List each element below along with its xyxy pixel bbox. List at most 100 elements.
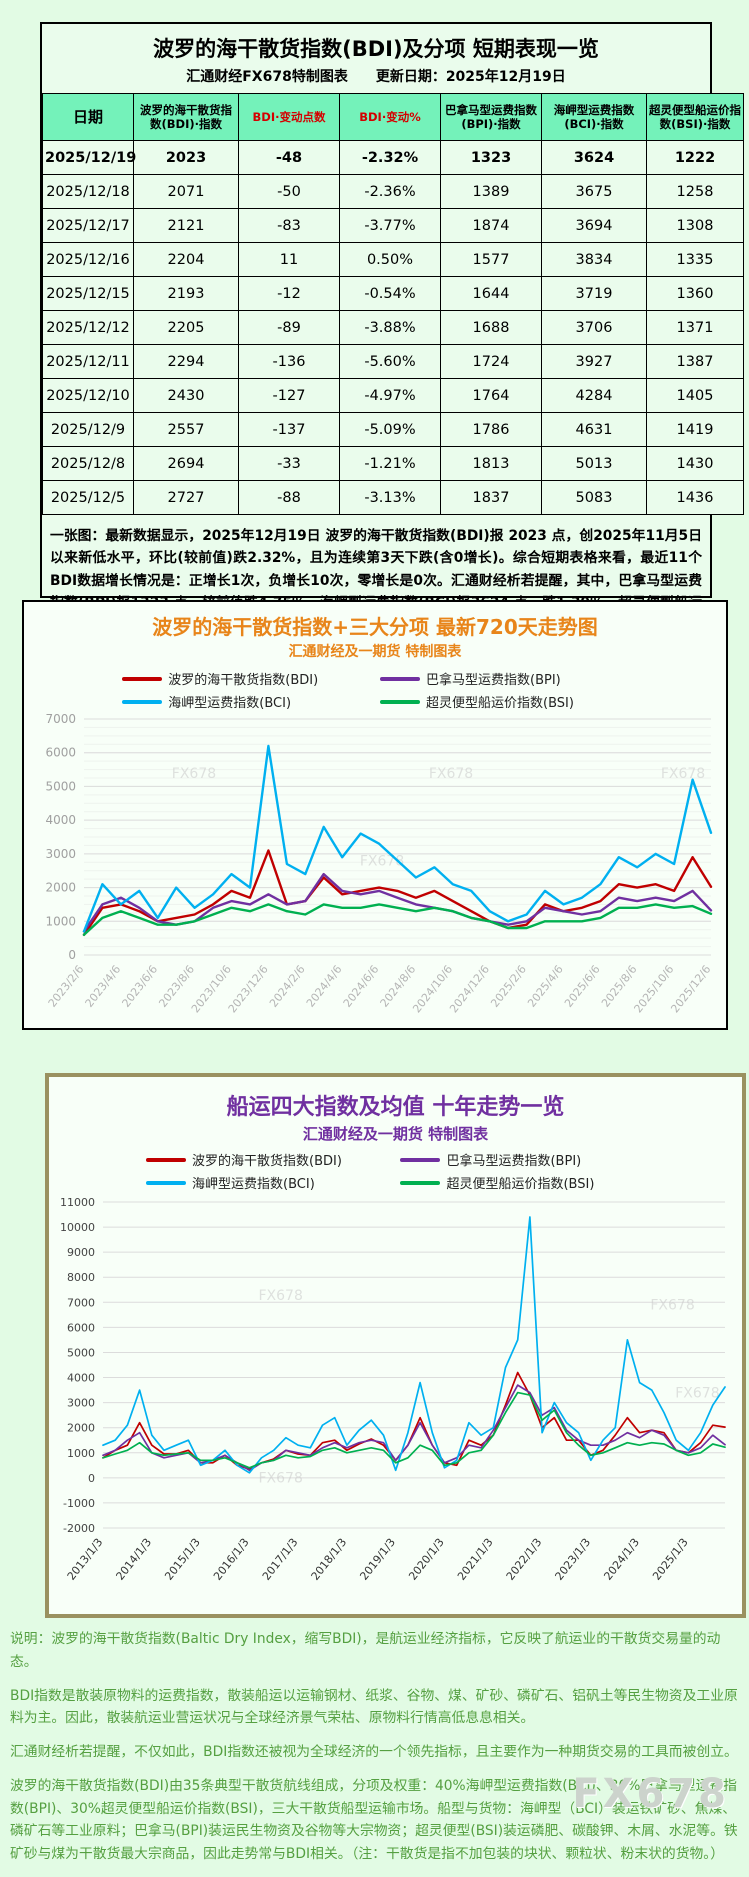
svg-text:2025/4/6: 2025/4/6 bbox=[525, 963, 566, 1010]
svg-text:FX678: FX678 bbox=[171, 766, 215, 782]
svg-text:1000: 1000 bbox=[45, 914, 76, 928]
table-cell: 1335 bbox=[646, 242, 744, 277]
table-cell: -33 bbox=[238, 446, 340, 481]
legend-line-swatch bbox=[146, 1180, 187, 1185]
svg-text:2015/1/3: 2015/1/3 bbox=[162, 1536, 203, 1583]
svg-text:2023/2/6: 2023/2/6 bbox=[45, 963, 86, 1010]
table-cell: 2121 bbox=[133, 208, 239, 243]
table-cell: 1258 bbox=[646, 174, 744, 209]
table-cell: 2294 bbox=[133, 344, 239, 379]
svg-text:2021/1/3: 2021/1/3 bbox=[454, 1536, 495, 1583]
chart2-subtitle: 汇通财经及一期货 特制图表 bbox=[302, 1125, 489, 1143]
legend-line-swatch bbox=[400, 1157, 441, 1162]
table-cell: 2023 bbox=[133, 140, 239, 175]
svg-text:10000: 10000 bbox=[60, 1221, 95, 1234]
legend-label: 海岬型运费指数(BCI) bbox=[192, 1177, 315, 1192]
note-paragraph: 汇通财经析若提醒，不仅如此，BDI指数还被视为全球经济的一个领先指标，且主要作为… bbox=[10, 1744, 738, 1760]
table-cell: -4.97% bbox=[339, 378, 441, 413]
table-cell: 1387 bbox=[646, 344, 744, 379]
table-panel-title: 波罗的海干散货指数(BDI)及分项 短期表现一览 bbox=[153, 37, 599, 61]
table-cell: 0.50% bbox=[339, 242, 441, 277]
table-body: 2025/12/19 2023 -48 -2.32% 1323 3624 1222 2025/… bbox=[42, 140, 744, 515]
svg-text:2017/1/3: 2017/1/3 bbox=[259, 1536, 300, 1583]
legend-line-swatch bbox=[146, 1157, 187, 1162]
table-cell: 2193 bbox=[133, 276, 239, 311]
svg-text:2020/1/3: 2020/1/3 bbox=[406, 1536, 447, 1583]
table-cell: -3.13% bbox=[339, 480, 441, 515]
table-cell: 1837 bbox=[440, 480, 542, 515]
table-cell: 2205 bbox=[133, 310, 239, 345]
table-cell: -83 bbox=[238, 208, 340, 243]
svg-text:4000: 4000 bbox=[67, 1372, 95, 1385]
table-cell: 1764 bbox=[440, 378, 542, 413]
table-cell: 2025/12/8 bbox=[42, 446, 134, 481]
table-cell: 2727 bbox=[133, 480, 239, 515]
svg-text:FX678: FX678 bbox=[258, 1288, 302, 1304]
svg-text:2000: 2000 bbox=[45, 881, 76, 895]
table-cell: -89 bbox=[238, 310, 340, 345]
svg-text:FX678: FX678 bbox=[258, 1470, 302, 1486]
table-cell: 11 bbox=[238, 242, 340, 277]
svg-text:2025/2/6: 2025/2/6 bbox=[488, 963, 529, 1010]
table-cell: 2204 bbox=[133, 242, 239, 277]
legend-label: 波罗的海干散货指数(BDI) bbox=[192, 1154, 342, 1169]
legend-item: 波罗的海干散货指数(BDI) bbox=[146, 1150, 390, 1169]
column-header: 波罗的海干散货指数(BDI)·指数 bbox=[133, 93, 239, 141]
svg-text:2024/2/6: 2024/2/6 bbox=[266, 963, 307, 1010]
column-header: 巴拿马型运费指数(BPI)·指数 bbox=[440, 93, 542, 141]
table-cell: -3.77% bbox=[339, 208, 441, 243]
table-cell: 1308 bbox=[646, 208, 744, 243]
legend-item: 巴拿马型运费指数(BPI) bbox=[400, 1150, 644, 1169]
svg-text:2014/1/3: 2014/1/3 bbox=[113, 1536, 154, 1583]
table-cell: -127 bbox=[238, 378, 340, 413]
bdi-720day-line-chart: 010002000300040005000600070002023/2/6202… bbox=[45, 713, 713, 1015]
table-cell: 5013 bbox=[541, 446, 647, 481]
table-cell: -136 bbox=[238, 344, 340, 379]
column-header: BDI·变动% bbox=[339, 93, 441, 141]
svg-text:2024/6/6: 2024/6/6 bbox=[340, 963, 381, 1010]
legend-item: 超灵便型船运价指数(BSI) bbox=[380, 692, 628, 711]
svg-text:2023/6/6: 2023/6/6 bbox=[119, 963, 160, 1010]
table-cell: 2025/12/18 bbox=[42, 174, 134, 209]
table-panel-subtitle: 汇通财经FX678特制图表 更新日期：2025年12月19日 bbox=[186, 69, 566, 85]
column-header: 日期 bbox=[42, 93, 134, 141]
svg-text:2000: 2000 bbox=[67, 1422, 95, 1435]
legend-label: 巴拿马型运费指数(BPI) bbox=[446, 1154, 582, 1169]
explanation-notes: 说明：波罗的海干散货指数(Baltic Dry Index，缩写BDI)，是航运… bbox=[10, 1628, 742, 1877]
note-paragraph: BDI指数是散装原物料的运费指数，散装船运以运输钢材、纸浆、谷物、煤、矿砂、磷矿… bbox=[10, 1687, 738, 1727]
legend-label: 超灵便型船运价指数(BSI) bbox=[426, 696, 574, 711]
table-cell: 2430 bbox=[133, 378, 239, 413]
table-cell: 4284 bbox=[541, 378, 647, 413]
table-cell: 5083 bbox=[541, 480, 647, 515]
svg-text:11000: 11000 bbox=[60, 1196, 95, 1209]
table-row: 2025/12/10 2430 -127 -4.97% 1764 4284 1405 bbox=[42, 378, 744, 413]
table-header-row: 日期 波罗的海干散货指数(BDI)·指数 BDI·变动点数 BDI·变动% 巴拿马型运费… bbox=[42, 93, 744, 141]
legend-label: 波罗的海干散货指数(BDI) bbox=[168, 673, 319, 688]
table-cell: -2.36% bbox=[339, 174, 441, 209]
svg-text:1000: 1000 bbox=[67, 1447, 95, 1460]
table-cell: 2025/12/10 bbox=[42, 378, 134, 413]
table-cell: 1688 bbox=[440, 310, 542, 345]
legend-item: 海岬型运费指数(BCI) bbox=[122, 692, 370, 711]
table-cell: 2071 bbox=[133, 174, 239, 209]
table-cell: 3927 bbox=[541, 344, 647, 379]
svg-text:-2000: -2000 bbox=[63, 1522, 95, 1535]
table-row: 2025/12/18 2071 -50 -2.36% 1389 3675 1258 bbox=[42, 174, 744, 209]
table-cell: 2025/12/17 bbox=[42, 208, 134, 243]
short-term-table-panel: 波罗的海干散货指数(BDI)及分项 短期表现一览 汇通财经FX678特制图表 更… bbox=[40, 22, 744, 656]
table-row: 2025/12/5 2727 -88 -3.13% 1837 5083 1436 bbox=[42, 480, 744, 515]
table-cell: 1360 bbox=[646, 276, 744, 311]
svg-text:6000: 6000 bbox=[67, 1321, 95, 1334]
table-row: 2025/12/16 2204 11 0.50% 1577 3834 1335 bbox=[42, 242, 744, 277]
legend-item: 超灵便型船运价指数(BSI) bbox=[400, 1173, 644, 1192]
column-header: 海岬型运费指数(BCI)·指数 bbox=[541, 93, 647, 141]
table-cell: 2025/12/15 bbox=[42, 276, 134, 311]
svg-text:2016/1/3: 2016/1/3 bbox=[211, 1536, 252, 1583]
svg-text:FX678: FX678 bbox=[650, 1298, 694, 1314]
legend-item: 波罗的海干散货指数(BDI) bbox=[122, 669, 370, 688]
legend-item: 海岬型运费指数(BCI) bbox=[146, 1173, 390, 1192]
svg-text:0: 0 bbox=[88, 1472, 95, 1485]
svg-text:-1000: -1000 bbox=[63, 1497, 95, 1510]
legend-label: 超灵便型船运价指数(BSI) bbox=[446, 1177, 595, 1192]
table-cell: 3706 bbox=[541, 310, 647, 345]
